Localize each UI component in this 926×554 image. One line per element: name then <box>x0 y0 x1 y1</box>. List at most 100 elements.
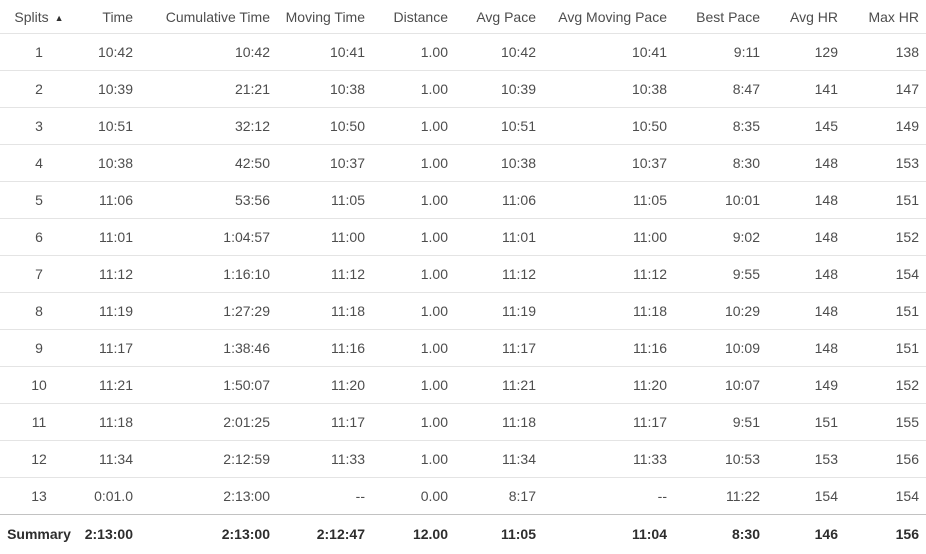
cell-max_hr: 155 <box>845 403 926 441</box>
cell-avg_pace: 10:42 <box>455 33 543 71</box>
cell-distance: 1.00 <box>372 181 455 219</box>
header-cell-avg_hr[interactable]: Avg HR <box>767 0 845 34</box>
cell-best_pace: 10:53 <box>674 440 767 478</box>
cell-splits: 12 <box>0 440 78 478</box>
header-label-avg_pace: Avg Pace <box>476 8 536 25</box>
cell-moving_time: 11:18 <box>277 292 372 330</box>
header-label-distance: Distance <box>393 8 448 25</box>
cell-avg_hr: 141 <box>767 70 845 108</box>
cell-avg_pace: 11:12 <box>455 255 543 293</box>
header-cell-moving_time[interactable]: Moving Time <box>277 0 372 34</box>
cell-distance: 1.00 <box>372 144 455 182</box>
cell-time: 10:42 <box>78 33 140 71</box>
cell-best_pace: 9:51 <box>674 403 767 441</box>
cell-max_hr: 152 <box>845 366 926 404</box>
cell-max_hr: 138 <box>845 33 926 71</box>
header-label-avg_hr: Avg HR <box>790 8 838 25</box>
cell-avg_pace: 10:39 <box>455 70 543 108</box>
header-cell-distance[interactable]: Distance <box>372 0 455 34</box>
table-row: 12 11:34 2:12:59 11:33 1.00 11:34 11:33 10:53 15… <box>0 440 926 478</box>
cell-max_hr: 151 <box>845 292 926 330</box>
cell-distance: 1.00 <box>372 107 455 145</box>
header-cell-avg_pace[interactable]: Avg Pace <box>455 0 543 34</box>
cell-moving_time: 10:38 <box>277 70 372 108</box>
cell-distance: 1.00 <box>372 329 455 367</box>
cell-avg_moving_pace: 11:20 <box>543 366 674 404</box>
cell-moving_time: 11:17 <box>277 403 372 441</box>
cell-splits: 11 <box>0 403 78 441</box>
summary-cell-avg_pace: 11:05 <box>455 514 543 553</box>
cell-splits: 4 <box>0 144 78 182</box>
cell-time: 10:38 <box>78 144 140 182</box>
summary-cell-avg_moving_pace: 11:04 <box>543 514 674 553</box>
cell-max_hr: 147 <box>845 70 926 108</box>
summary-cell-moving_time: 2:12:47 <box>277 514 372 553</box>
cell-splits: 5 <box>0 181 78 219</box>
cell-distance: 0.00 <box>420 488 448 504</box>
header-cell-time[interactable]: Time <box>78 0 140 34</box>
table-row: 3 10:51 32:12 10:50 1.00 10:51 10:50 8:35 145 149 <box>0 107 926 145</box>
header-cell-cumulative_time[interactable]: Cumulative Time <box>140 0 277 34</box>
cell-avg_moving_pace: 11:18 <box>543 292 674 330</box>
cell-time: 11:17 <box>78 329 140 367</box>
cell-avg_hr: 145 <box>767 107 845 145</box>
cell-cumulative_time: 2:12:59 <box>140 440 277 478</box>
cell-avg_moving_pace: -- <box>657 488 667 504</box>
cell-cumulative_time: 1:04:57 <box>140 218 277 256</box>
cell-avg_moving_pace: 10:50 <box>543 107 674 145</box>
table-row: 11 11:18 2:01:25 11:17 1.00 11:18 11:17 9:51 151… <box>0 403 926 441</box>
cell-time: 11:21 <box>78 366 140 404</box>
header-cell-avg_moving_pace[interactable]: Avg Moving Pace <box>543 0 674 34</box>
cell-best_pace: 10:07 <box>674 366 767 404</box>
cell-max_hr: 149 <box>845 107 926 145</box>
cell-splits: 2 <box>0 70 78 108</box>
cell-splits: 1 <box>0 33 78 71</box>
cell-distance: 1.00 <box>372 255 455 293</box>
cell-best_pace: 10:09 <box>674 329 767 367</box>
cell-avg_pace: 11:19 <box>455 292 543 330</box>
cell-avg_pace: 10:51 <box>455 107 543 145</box>
header-label-time: Time <box>102 8 133 25</box>
table-row: 5 11:06 53:56 11:05 1.00 11:06 11:05 10:01 148 15… <box>0 181 926 219</box>
table-row: 10 11:21 1:50:07 11:20 1.00 11:21 11:20 10:07 14… <box>0 366 926 404</box>
cell-avg_moving_pace: 10:37 <box>543 144 674 182</box>
cell-avg_hr: 148 <box>767 329 845 367</box>
cell-splits: 10 <box>0 366 78 404</box>
header-cell-best_pace[interactable]: Best Pace <box>674 0 767 34</box>
cell-avg_pace: 11:18 <box>455 403 543 441</box>
cell-best_pace: 8:47 <box>674 70 767 108</box>
cell-cumulative_time: 1:38:46 <box>140 329 277 367</box>
cell-avg_moving_pace: 11:16 <box>543 329 674 367</box>
cell-cumulative_time: 53:56 <box>140 181 277 219</box>
header-cell-splits[interactable]: Splits ▲ <box>0 0 78 34</box>
cell-cumulative_time: 10:42 <box>140 33 277 71</box>
cell-cumulative_time: 2:01:25 <box>140 403 277 441</box>
cell-time: 11:06 <box>78 181 140 219</box>
table-row: 2 10:39 21:21 10:38 1.00 10:39 10:38 8:47 141 147 <box>0 70 926 108</box>
cell-best_pace: 8:30 <box>674 144 767 182</box>
cell-splits: 6 <box>0 218 78 256</box>
header-label-best_pace: Best Pace <box>696 8 760 25</box>
cell-time: 0:01.0 <box>94 488 133 504</box>
table-row: 6 11:01 1:04:57 11:00 1.00 11:01 11:00 9:02 148 1… <box>0 218 926 256</box>
header-cell-max_hr[interactable]: Max HR <box>845 0 926 34</box>
cell-best_pace: 8:35 <box>674 107 767 145</box>
cell-time: 11:19 <box>78 292 140 330</box>
header-label-moving_time: Moving Time <box>285 8 365 25</box>
cell-time: 11:18 <box>78 403 140 441</box>
table-row: 13 0:01.0 2:13:00 -- 0.00 8:17 -- 11:22 154 154 <box>0 478 926 515</box>
header-label-cumulative_time: Cumulative Time <box>165 8 270 25</box>
cell-splits: 7 <box>0 255 78 293</box>
summary-cell-max_hr: 156 <box>845 514 926 553</box>
cell-cumulative_time: 21:21 <box>140 70 277 108</box>
sort-ascending-icon: ▲ <box>54 12 64 23</box>
cell-cumulative_time: 1:27:29 <box>140 292 277 330</box>
cell-max_hr: 151 <box>845 329 926 367</box>
cell-cumulative_time: 1:16:10 <box>140 255 277 293</box>
cell-avg_hr: 148 <box>767 255 845 293</box>
cell-avg_hr: 129 <box>767 33 845 71</box>
cell-best_pace: 10:01 <box>674 181 767 219</box>
cell-best_pace: 9:55 <box>674 255 767 293</box>
table-row: 8 11:19 1:27:29 11:18 1.00 11:19 11:18 10:29 148… <box>0 292 926 330</box>
cell-avg_moving_pace: 11:17 <box>543 403 674 441</box>
